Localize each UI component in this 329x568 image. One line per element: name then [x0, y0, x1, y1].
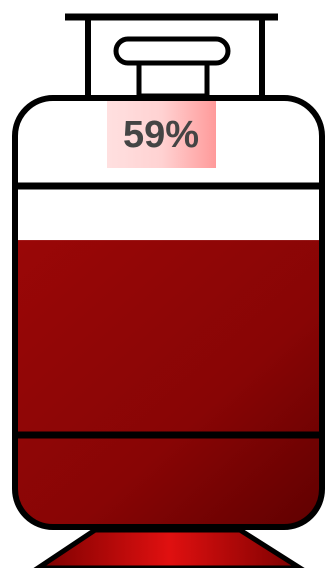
- fill-layer: [15, 240, 322, 527]
- valve: [136, 60, 210, 99]
- tank-base: [33, 527, 305, 568]
- value-label: 59%: [123, 114, 199, 156]
- fill-level: [15, 240, 322, 527]
- handle: [113, 36, 231, 66]
- tank-outline: [12, 95, 325, 530]
- label-box: [107, 101, 216, 168]
